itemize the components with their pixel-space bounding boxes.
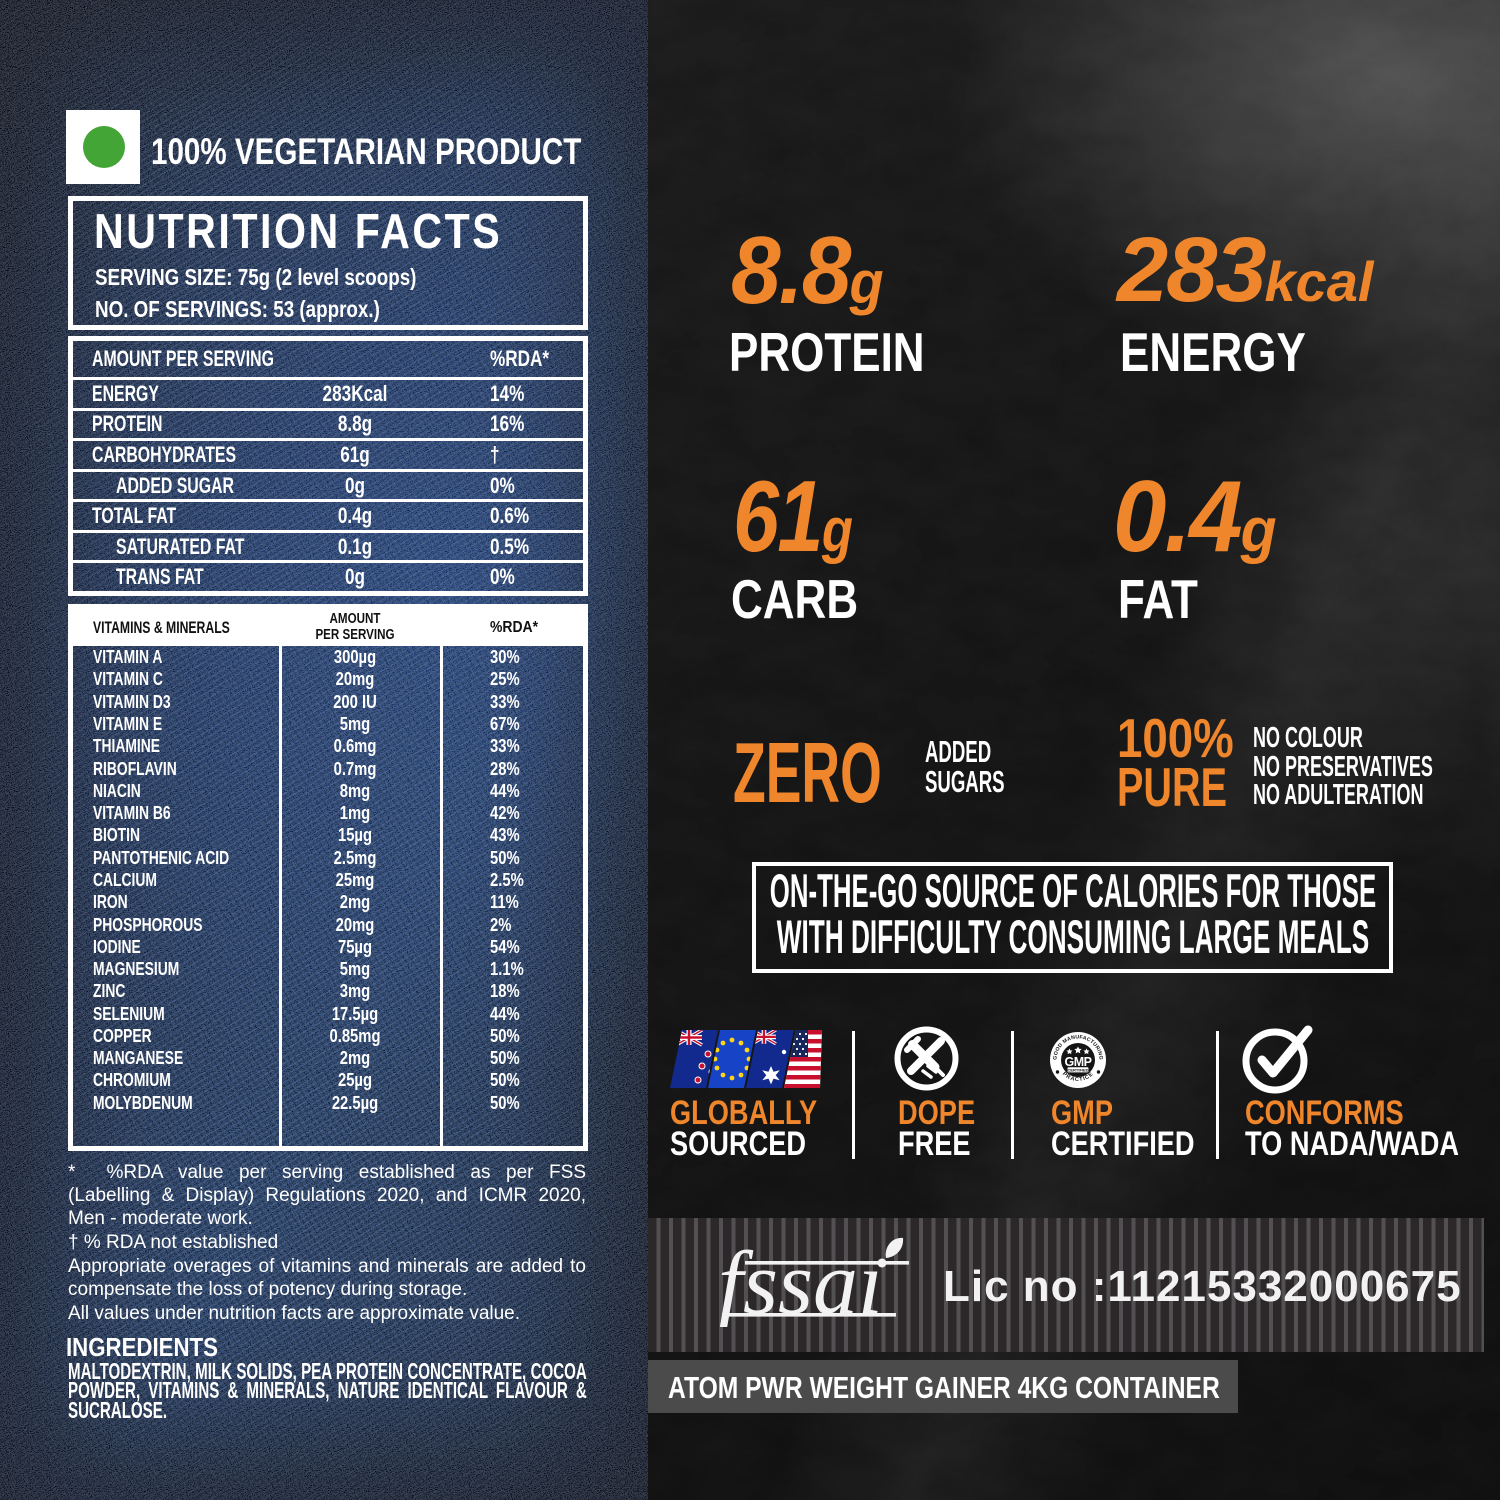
svg-text:CERTIFIED: CERTIFIED — [1067, 1067, 1088, 1072]
svg-text:GMP: GMP — [1065, 1055, 1092, 1069]
svg-text:fssaı: fssaı — [718, 1234, 883, 1327]
svg-text:PRACTICE: PRACTICE — [1061, 1071, 1095, 1083]
